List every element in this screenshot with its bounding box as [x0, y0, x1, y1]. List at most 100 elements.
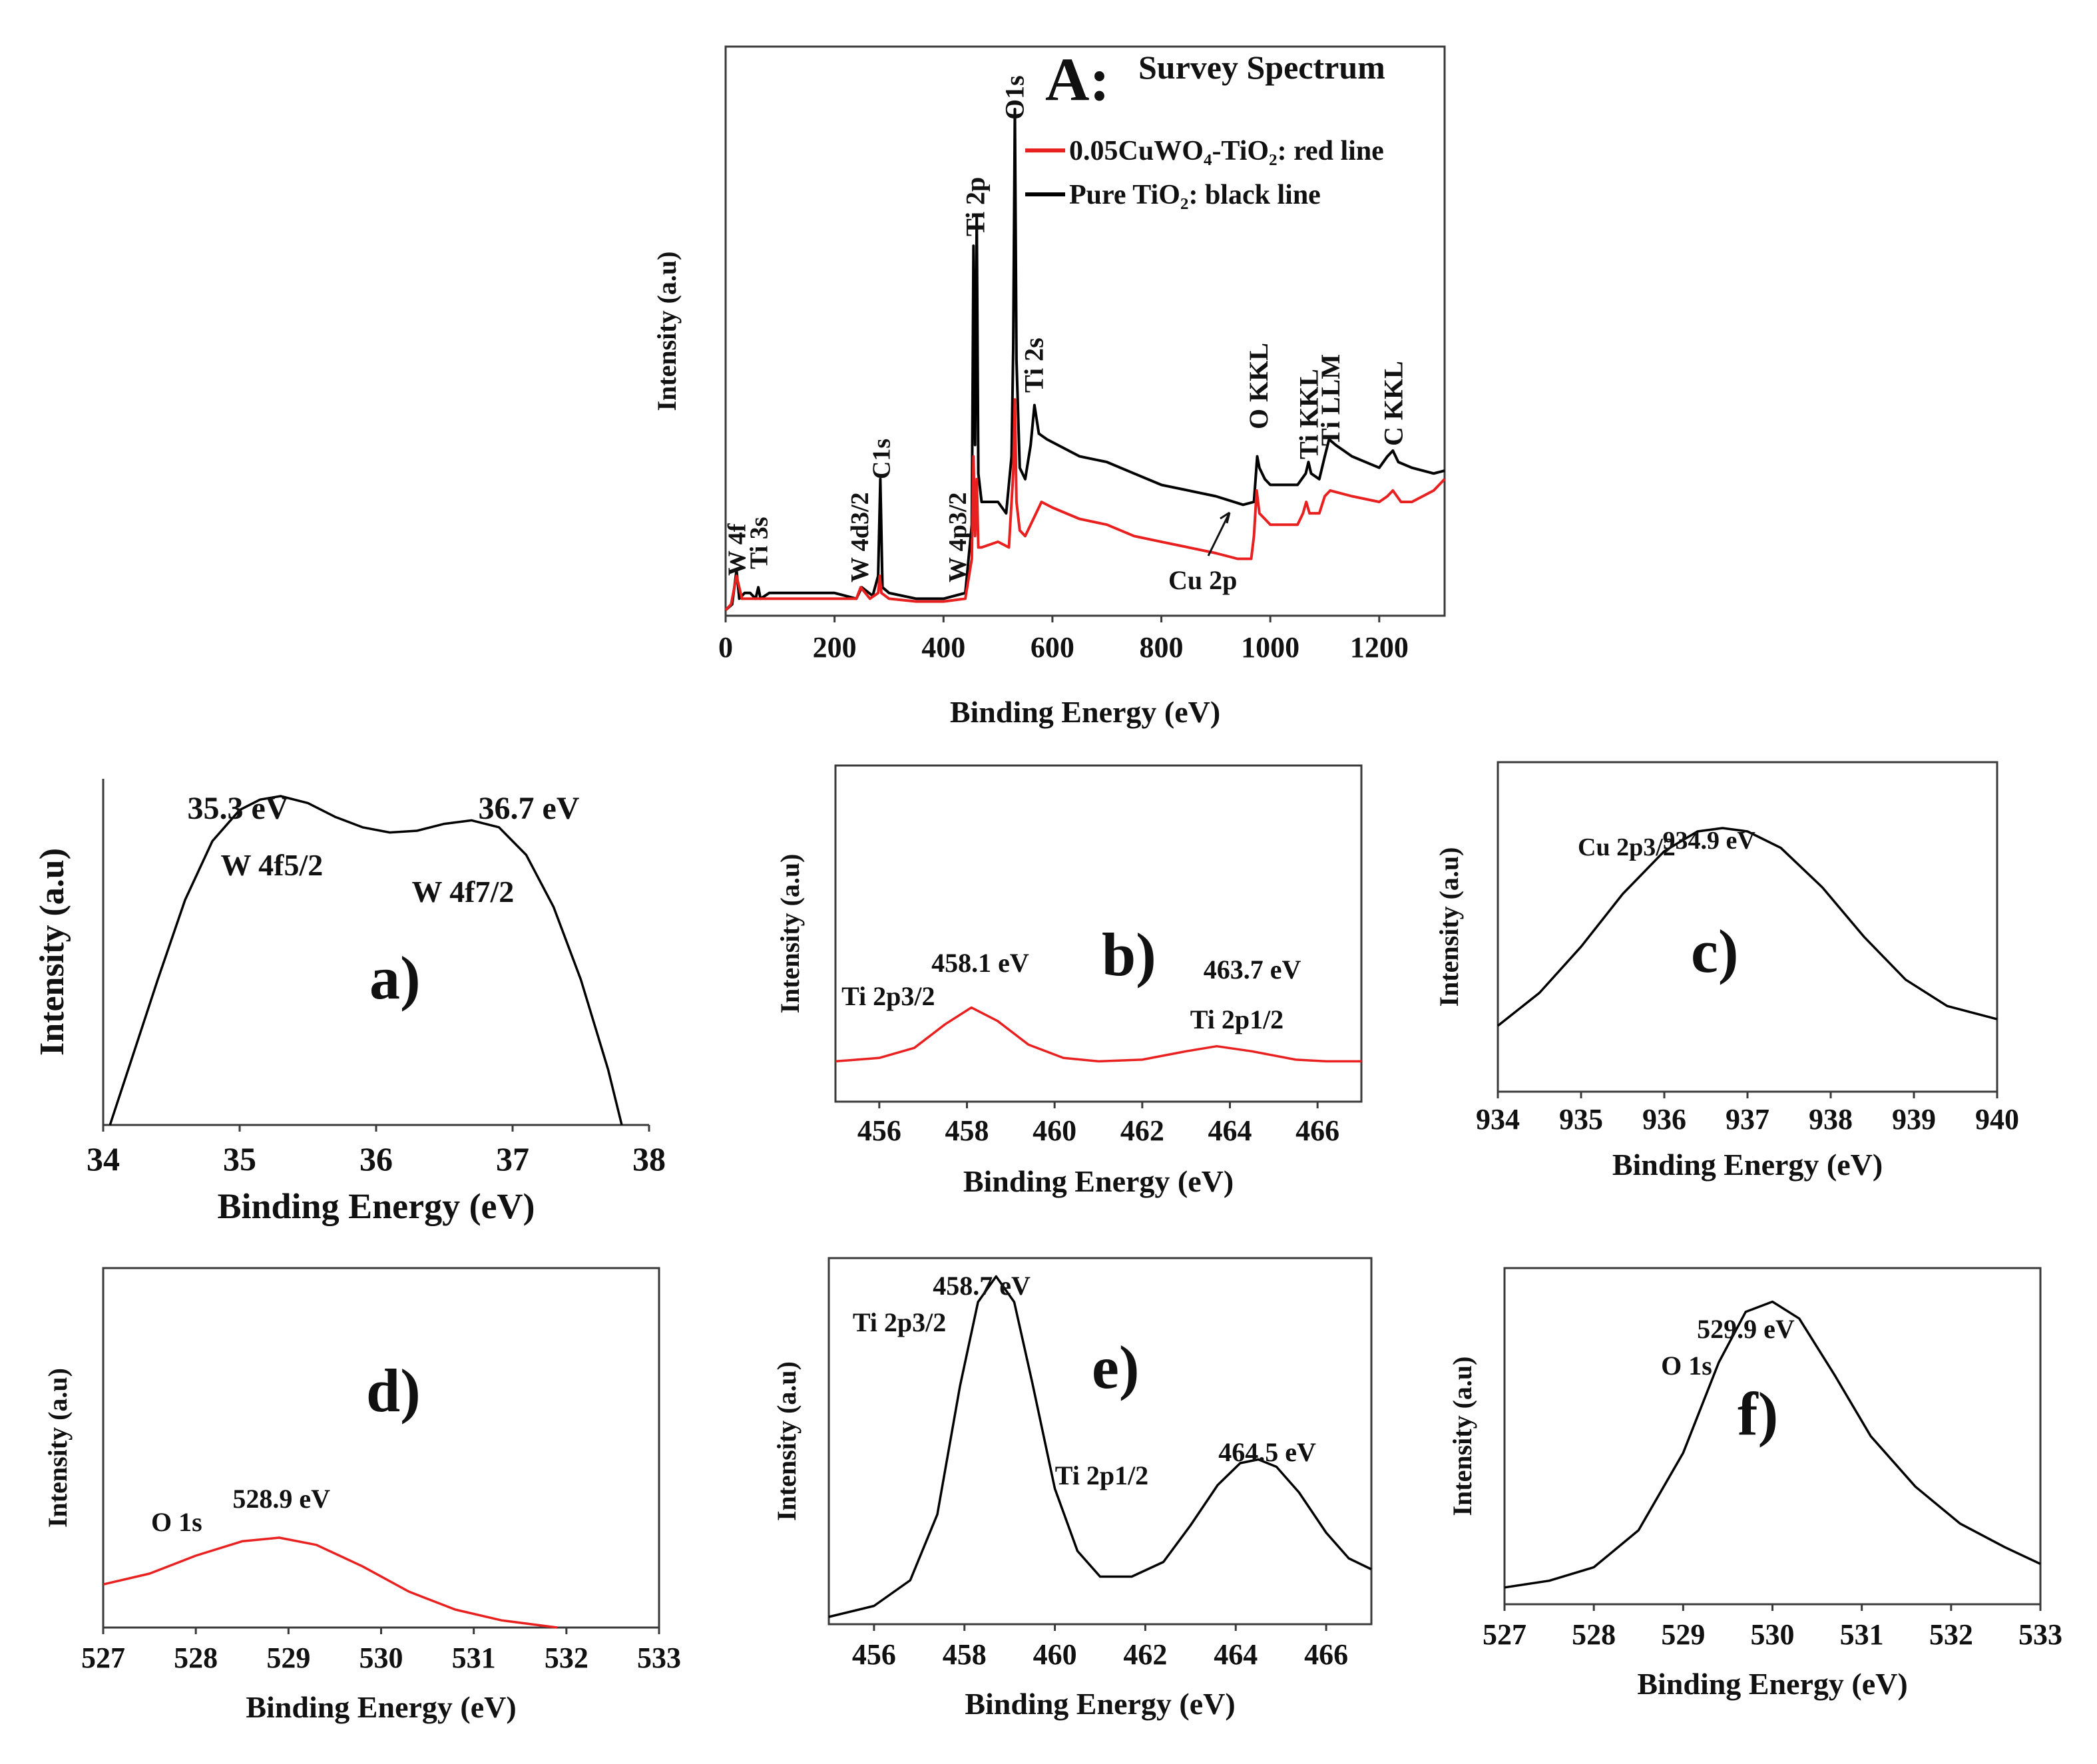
peak-annotation: Ti 2p1/2 [1055, 1460, 1148, 1490]
peak-annotation: W 4d3/2 [846, 492, 874, 582]
panel-b: 456 458 460 462 464 466 Binding Energy (eV) Int… [775, 764, 1363, 1198]
x-tick-label: 464 [1208, 1114, 1252, 1147]
y-axis-label: Intensity (a.u) [43, 1368, 73, 1528]
series-line-0-05cuwo-tio-red-line [724, 398, 1446, 611]
y-axis-label: Intensity (a.u) [652, 251, 682, 411]
x-tick-label: 460 [1033, 1638, 1077, 1671]
x-axis-label: Binding Energy (eV) [965, 1687, 1235, 1721]
x-tick-label: 458 [943, 1638, 987, 1671]
peak-annotation: C KKL [1378, 361, 1408, 446]
panel-e: 456 458 460 462 464 466 Binding Energy (eV) Int… [772, 1257, 1373, 1721]
series-line-spectrum [835, 1006, 1361, 1063]
x-tick-label: 34 [87, 1140, 120, 1178]
x-axis-label: Binding Energy (eV) [1637, 1667, 1907, 1701]
peak-annotation: W 4f7/2 [412, 875, 515, 909]
panel-letter: f) [1738, 1380, 1778, 1448]
plot-frame [827, 1257, 1373, 1626]
peak-annotation: O1s [1000, 75, 1030, 120]
y-axis-label: Intensity (a.u) [772, 1361, 802, 1521]
x-tick-label: 456 [857, 1114, 901, 1147]
plot-frame [834, 764, 1363, 1103]
x-tick-label: 466 [1295, 1114, 1339, 1147]
peak-annotation: 528.9 eV [232, 1484, 330, 1514]
plot-frame [724, 45, 1446, 617]
peak-annotation: 36.7 eV [479, 791, 580, 826]
x-tick-label: 466 [1304, 1638, 1348, 1671]
x-tick-label: 528 [1572, 1618, 1616, 1651]
x-tick-label: 531 [452, 1642, 496, 1674]
series-line-spectrum [1504, 1300, 2041, 1589]
peak-annotation: W 4f [724, 523, 752, 576]
peak-annotation: Ti 2p3/2 [841, 981, 935, 1011]
x-tick-label: 938 [1809, 1103, 1853, 1136]
y-axis-label: Intensity (a.u) [1447, 1356, 1477, 1516]
x-tick-label: 35 [223, 1140, 256, 1178]
peak-annotation: Ti 3s [745, 517, 773, 569]
x-tick-label: 0 [718, 631, 733, 664]
x-tick-label: 527 [81, 1642, 125, 1674]
peak-annotation: Ti KKL [1293, 369, 1323, 459]
series-line-spectrum [828, 1275, 1372, 1618]
x-tick-label: 1200 [1350, 631, 1409, 664]
chart-title: Survey Spectrum [1138, 49, 1385, 86]
x-tick-label: 935 [1559, 1103, 1603, 1136]
panel-letter: b) [1102, 921, 1156, 989]
panel-letter: e) [1092, 1333, 1139, 1401]
peak-annotation: W 4f5/2 [221, 848, 324, 882]
x-tick-label: 530 [1751, 1618, 1795, 1651]
peak-annotation: 463.7 eV [1204, 955, 1301, 985]
x-tick-label: 600 [1031, 631, 1074, 664]
panel-a: 0 200 400 600 800 1000 1200 Binding Energy (eV)… [652, 45, 1446, 729]
peak-annotation: 458.1 eV [931, 948, 1029, 978]
x-tick-label: 532 [1929, 1618, 1973, 1651]
x-axis-label: Binding Energy (eV) [246, 1690, 516, 1724]
panel-letter: A: [1045, 45, 1110, 113]
legend-entry: 0.05CuWO₄-TiO₂: red line [1069, 136, 1384, 166]
peak-annotation: Ti 2p [961, 177, 991, 236]
panel-c: 934 935 936 937 938 939 940 Binding Energy (eV)… [1434, 761, 2019, 1182]
x-tick-label: 527 [1483, 1618, 1526, 1651]
x-tick-label: 936 [1642, 1103, 1686, 1136]
x-tick-label: 531 [1840, 1618, 1884, 1651]
series-line-spectrum [103, 1536, 558, 1629]
peak-annotation: O 1s [151, 1507, 202, 1537]
peak-annotation: Cu 2p3/2 [1578, 833, 1676, 861]
x-axis-label: Binding Energy (eV) [1612, 1148, 1883, 1182]
x-tick-label: 37 [496, 1140, 529, 1178]
panel-f: 527 528 529 530 531 532 533 Binding Energy (eV)… [1447, 1267, 2062, 1701]
y-axis-label: Intensity (a.u) [1434, 847, 1464, 1006]
x-tick-label: 937 [1726, 1103, 1769, 1136]
x-axis-label: Binding Energy (eV) [950, 695, 1220, 729]
x-tick-label: 529 [266, 1642, 310, 1674]
peak-annotation: W 4p3/2 [944, 492, 972, 582]
x-tick-label: 38 [632, 1140, 666, 1178]
x-tick-label: 528 [174, 1642, 218, 1674]
x-tick-label: 533 [2018, 1618, 2062, 1651]
x-tick-label: 462 [1123, 1638, 1167, 1671]
x-tick-label: 800 [1140, 631, 1184, 664]
series-line-spectrum [1497, 827, 1998, 1027]
x-tick-label: 532 [545, 1642, 588, 1674]
peak-annotation: 934.9 eV [1663, 827, 1756, 855]
peak-annotation: 458.7 eV [933, 1271, 1031, 1301]
x-axis-label: Binding Energy (eV) [963, 1164, 1234, 1198]
peak-annotation: Ti 2p1/2 [1190, 1004, 1283, 1034]
plot-frame [1497, 761, 1998, 1093]
plot-frame [102, 1267, 660, 1629]
panel-d: 527 528 529 530 531 532 533 Binding Energy (eV)… [43, 1267, 681, 1724]
peak-annotation: 35.3 eV [188, 791, 289, 826]
x-axis-label: Binding Energy (eV) [217, 1186, 535, 1226]
x-tick-label: 1000 [1241, 631, 1299, 664]
x-tick-label: 939 [1892, 1103, 1936, 1136]
x-tick-label: 530 [359, 1642, 403, 1674]
x-tick-label: 529 [1661, 1618, 1705, 1651]
panel-a: 34 35 36 37 38 Binding Energy (eV) Intensity (… [33, 779, 666, 1226]
panel-letter: c) [1691, 917, 1738, 985]
x-tick-label: 460 [1033, 1114, 1076, 1147]
panel-letter: d) [366, 1357, 421, 1425]
peak-annotation: O 1s [1661, 1351, 1712, 1381]
x-tick-label: 458 [945, 1114, 989, 1147]
x-tick-label: 464 [1214, 1638, 1258, 1671]
peak-annotation: Ti 2p3/2 [853, 1307, 946, 1337]
peak-annotation: Cu 2p [1168, 565, 1237, 595]
